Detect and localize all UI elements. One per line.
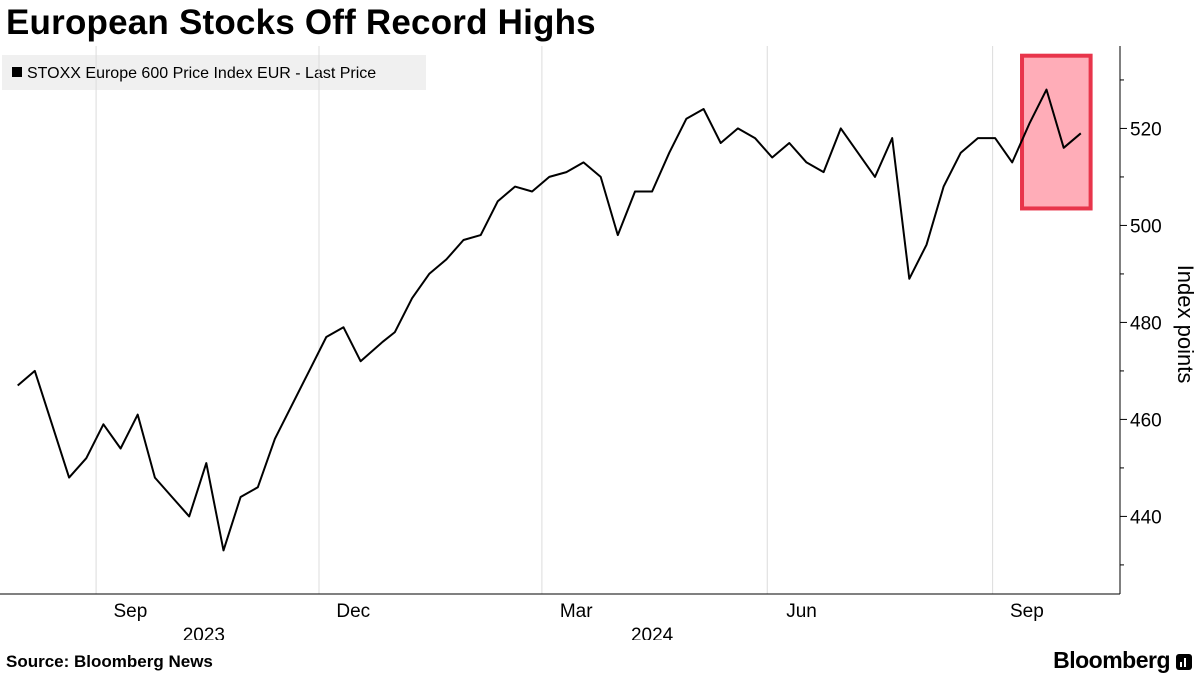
data-point	[565, 171, 567, 173]
data-point	[668, 152, 670, 154]
data-point	[360, 360, 362, 362]
data-point	[240, 496, 242, 498]
data-point	[291, 404, 293, 406]
y-tick-label: 460	[1130, 410, 1162, 431]
data-point	[68, 477, 70, 479]
data-point	[823, 171, 825, 173]
data-point	[222, 549, 224, 551]
data-point	[308, 370, 310, 372]
data-point	[394, 331, 396, 333]
data-point	[17, 384, 19, 386]
chart-title: European Stocks Off Record Highs	[6, 3, 596, 42]
data-point	[857, 152, 859, 154]
data-point	[154, 477, 156, 479]
data-point	[651, 190, 653, 192]
data-point	[531, 190, 533, 192]
data-point	[382, 341, 384, 343]
data-point	[325, 336, 327, 338]
x-tick-label: Dec	[336, 601, 370, 622]
x-tick-label: Jun	[786, 601, 817, 622]
data-point	[188, 515, 190, 517]
data-point	[342, 326, 344, 328]
data-point	[771, 157, 773, 159]
data-point	[274, 438, 276, 440]
data-point	[583, 161, 585, 163]
x-tick-label: Mar	[560, 601, 593, 622]
data-point	[34, 370, 36, 372]
data-point	[1080, 132, 1082, 134]
data-point	[102, 423, 104, 425]
data-point	[908, 278, 910, 280]
data-point	[1063, 147, 1065, 149]
data-point	[737, 127, 739, 129]
data-point	[497, 200, 499, 202]
data-point	[137, 414, 139, 416]
line-chart: STOXX Europe 600 Price Index EUR - Last …	[0, 46, 1198, 640]
y-tick-label: 500	[1130, 216, 1162, 237]
data-point	[891, 137, 893, 139]
data-point	[428, 273, 430, 275]
data-point	[257, 486, 259, 488]
bloomberg-logo-icon	[1176, 653, 1192, 670]
y-tick-label: 440	[1130, 507, 1162, 528]
data-point	[205, 462, 207, 464]
legend-box	[2, 55, 426, 90]
data-point	[51, 423, 53, 425]
x-year-label: 2024	[631, 625, 674, 640]
source-note: Source: Bloomberg News	[6, 652, 213, 671]
data-point	[411, 297, 413, 299]
data-point	[617, 234, 619, 236]
brand-logo: Bloomberg	[1053, 647, 1192, 674]
data-point	[480, 234, 482, 236]
data-point	[805, 161, 807, 163]
x-tick-label: Sep	[1010, 601, 1044, 622]
legend-label: STOXX Europe 600 Price Index EUR - Last …	[27, 65, 376, 82]
data-point	[600, 176, 602, 178]
data-point	[788, 142, 790, 144]
data-point	[1028, 123, 1030, 125]
series-line	[17, 88, 1082, 552]
y-axis-label: Index points	[1173, 265, 1198, 384]
data-point	[1011, 161, 1013, 163]
y-tick-label: 480	[1130, 313, 1162, 334]
x-tick-label: Sep	[113, 601, 147, 622]
data-point	[925, 244, 927, 246]
legend-swatch	[12, 67, 22, 77]
y-tick-label: 520	[1130, 119, 1162, 140]
data-point	[1046, 89, 1048, 91]
x-year-label: 2023	[183, 625, 225, 640]
data-point	[120, 448, 122, 450]
data-point	[463, 239, 465, 241]
data-point	[171, 496, 173, 498]
data-point	[754, 137, 756, 139]
data-point	[943, 186, 945, 188]
data-point	[514, 186, 516, 188]
highlight-box	[1020, 53, 1093, 211]
data-point	[840, 127, 842, 129]
data-point	[874, 176, 876, 178]
data-point	[703, 108, 705, 110]
data-point	[977, 137, 979, 139]
data-point	[445, 258, 447, 260]
data-point	[685, 118, 687, 120]
data-point	[720, 142, 722, 144]
brand-name: Bloomberg	[1053, 647, 1170, 673]
data-point	[548, 176, 550, 178]
data-point	[960, 152, 962, 154]
data-point	[85, 457, 87, 459]
data-point	[994, 137, 996, 139]
data-point	[634, 190, 636, 192]
